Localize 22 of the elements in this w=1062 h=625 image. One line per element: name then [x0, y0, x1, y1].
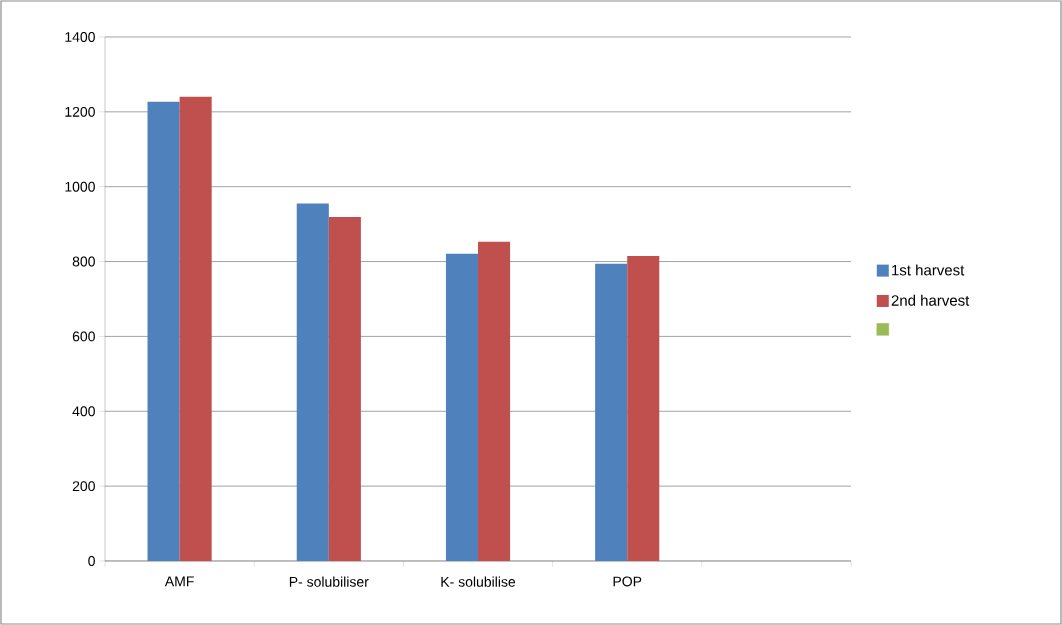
y-tick-label: 0 — [88, 556, 95, 566]
y-tick-label: 600 — [72, 331, 95, 342]
y-tick-label: 1200 — [65, 106, 95, 117]
y-tick-label: 1000 — [65, 181, 95, 192]
bar — [147, 101, 180, 561]
x-tick-label: K- solubilise — [441, 576, 516, 587]
x-tick-label: P- solubiliser — [289, 576, 369, 587]
y-tick-label: 400 — [72, 406, 95, 417]
legend-label: 2nd harvest — [891, 294, 970, 306]
bar — [595, 263, 628, 561]
bar — [296, 203, 329, 561]
bar — [478, 241, 511, 561]
x-tick-label: AMF — [164, 576, 194, 587]
y-tick-label: 200 — [72, 481, 95, 492]
legend-label: 1st harvest — [892, 264, 965, 276]
y-tick-label: 1400 — [65, 32, 95, 42]
bar — [179, 96, 212, 561]
y-tick-label: 800 — [72, 256, 95, 267]
x-tick-label: POP — [613, 576, 642, 587]
bar — [445, 253, 479, 561]
bar — [627, 255, 660, 561]
bar — [328, 217, 361, 561]
